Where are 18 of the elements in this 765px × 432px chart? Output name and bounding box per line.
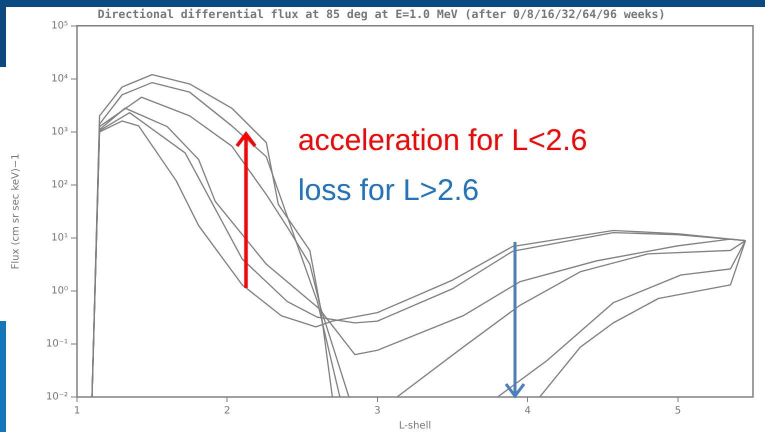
- y-tick-label: 10⁻¹: [46, 338, 68, 350]
- y-tick-label: 10⁰: [51, 286, 68, 297]
- annotation: acceleration for L<2.6: [298, 124, 588, 157]
- y-axis-title: Flux (cm sr sec keV)−1: [10, 153, 22, 270]
- x-tick-label: 4: [524, 406, 531, 417]
- x-axis-title: L-shell: [398, 420, 432, 432]
- x-tick-label: 3: [374, 406, 381, 417]
- y-tick-label: 10¹: [51, 232, 68, 244]
- annotation: loss for L>2.6: [298, 174, 479, 207]
- x-tick-label: 2: [224, 406, 230, 417]
- y-tick-label: 10²: [51, 179, 68, 190]
- y-tick-label: 10⁴: [51, 73, 68, 84]
- chart-title: Directional differential flux at 85 deg at E=1.0 MeV (after 0/8/16/32/64/96 weeks): [98, 6, 666, 21]
- y-tick-label: 10⁵: [51, 20, 68, 32]
- x-tick-label: 5: [674, 406, 682, 417]
- y-tick-label: 10³: [51, 126, 68, 138]
- x-tick-label: 1: [74, 406, 80, 417]
- y-tick-label: 10⁻²: [46, 392, 68, 403]
